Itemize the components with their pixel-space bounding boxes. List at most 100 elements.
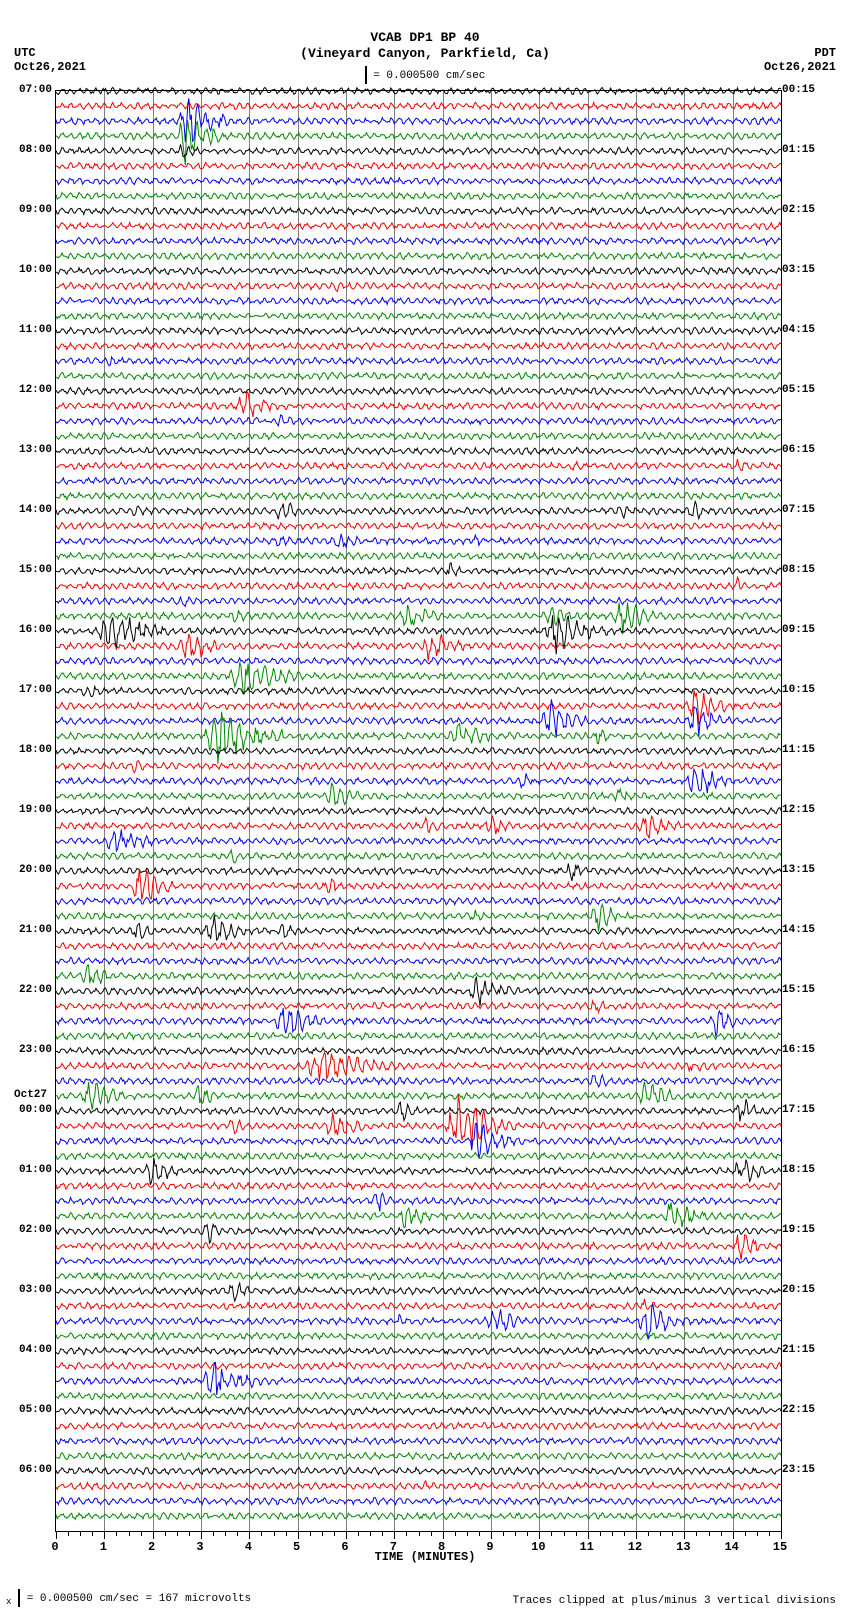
- x-tick: [733, 1531, 734, 1539]
- x-minor-tick: [757, 1531, 758, 1536]
- y-label-right: 22:15: [782, 1404, 815, 1416]
- y-label-left: 12:00: [2, 384, 52, 396]
- seismic-trace: [56, 1469, 781, 1563]
- seismic-trace: [56, 1364, 781, 1458]
- x-tick-label: 10: [531, 1540, 545, 1554]
- grid-vertical: [394, 91, 395, 1531]
- y-label-right: 15:15: [782, 984, 815, 996]
- seismic-trace: [56, 404, 781, 498]
- seismic-trace: [56, 359, 781, 453]
- y-label-left: 09:00: [2, 204, 52, 216]
- seismic-trace: [56, 674, 781, 768]
- y-label-right: 13:15: [782, 864, 815, 876]
- y-label-right: 20:15: [782, 1284, 815, 1296]
- y-label-left: 18:00: [2, 744, 52, 756]
- x-tick-label: 14: [724, 1540, 738, 1554]
- seismic-trace: [56, 104, 781, 198]
- y-label-right: 09:15: [782, 624, 815, 636]
- x-minor-tick: [334, 1531, 335, 1536]
- seismic-trace: [56, 719, 781, 813]
- y-label-left: 17:00: [2, 684, 52, 696]
- seismic-trace: [56, 419, 781, 513]
- seismic-trace: [56, 269, 781, 363]
- seismic-trace: [56, 194, 781, 288]
- seismic-trace: [56, 959, 781, 1053]
- y-label-left: 22:00: [2, 984, 52, 996]
- seismic-trace: [56, 1274, 781, 1368]
- y-label-right: 10:15: [782, 684, 815, 696]
- seismic-trace: [56, 509, 781, 603]
- seismic-trace: [56, 734, 781, 828]
- grid-vertical: [684, 91, 685, 1531]
- seismic-trace: [56, 644, 781, 738]
- seismic-trace: [56, 74, 781, 168]
- right-timezone: PDT: [814, 46, 836, 60]
- x-minor-tick: [237, 1531, 238, 1536]
- x-minor-tick: [141, 1531, 142, 1536]
- seismic-trace: [56, 629, 781, 723]
- x-minor-tick: [455, 1531, 456, 1536]
- y-label-right: 03:15: [782, 264, 815, 276]
- seismic-trace: [56, 89, 781, 183]
- seismic-trace: [56, 239, 781, 333]
- seismic-trace: [56, 1049, 781, 1143]
- y-label-right: 11:15: [782, 744, 815, 756]
- seismic-trace: [56, 1349, 781, 1443]
- seismic-trace: [56, 1289, 781, 1383]
- title-line2: (Vineyard Canyon, Parkfield, Ca): [0, 46, 850, 61]
- footer-right: Traces clipped at plus/minus 3 vertical …: [513, 1595, 836, 1607]
- seismic-trace: [56, 839, 781, 933]
- grid-vertical: [298, 91, 299, 1531]
- x-minor-tick: [92, 1531, 93, 1536]
- x-minor-tick: [612, 1531, 613, 1536]
- seismic-trace: [56, 1319, 781, 1413]
- seismic-trace: [56, 254, 781, 348]
- seismic-trace: [56, 1304, 781, 1398]
- seismic-trace: [56, 1139, 781, 1233]
- seismogram-container: VCAB DP1 BP 40 (Vineyard Canyon, Parkfie…: [0, 0, 850, 1613]
- y-label-right: 01:15: [782, 144, 815, 156]
- y-label-right: 08:15: [782, 564, 815, 576]
- title-line1: VCAB DP1 BP 40: [0, 30, 850, 45]
- grid-vertical: [733, 91, 734, 1531]
- seismic-trace: [56, 209, 781, 303]
- footer-left-text: = 0.000500 cm/sec = 167 microvolts: [27, 1593, 251, 1605]
- x-minor-tick: [672, 1531, 673, 1536]
- grid-vertical: [201, 91, 202, 1531]
- y-label-right: 02:15: [782, 204, 815, 216]
- y-label-right: 14:15: [782, 924, 815, 936]
- x-minor-tick: [527, 1531, 528, 1536]
- y-label-left: 05:00: [2, 1404, 52, 1416]
- x-minor-tick: [116, 1531, 117, 1536]
- seismic-trace: [56, 794, 781, 888]
- seismic-trace: [56, 164, 781, 258]
- seismic-trace: [56, 614, 781, 708]
- y-label-right: 12:15: [782, 804, 815, 816]
- seismic-trace: [56, 344, 781, 438]
- scale-legend: = 0.000500 cm/sec: [0, 66, 850, 84]
- x-minor-tick: [467, 1531, 468, 1536]
- y-label-left: 19:00: [2, 804, 52, 816]
- grid-vertical: [491, 91, 492, 1531]
- grid-vertical: [346, 91, 347, 1531]
- seismic-trace: [56, 1169, 781, 1263]
- plot-area: [55, 90, 782, 1532]
- x-tick: [104, 1531, 105, 1539]
- y-label-left: 01:00: [2, 1164, 52, 1176]
- y-label-left: 03:00: [2, 1284, 52, 1296]
- x-minor-tick: [382, 1531, 383, 1536]
- x-tick-label: 4: [245, 1540, 252, 1554]
- seismic-trace: [56, 1199, 781, 1293]
- seismic-trace: [56, 539, 781, 633]
- seismic-trace: [56, 989, 781, 1083]
- seismic-trace: [56, 854, 781, 948]
- grid-vertical: [443, 91, 444, 1531]
- grid-vertical: [588, 91, 589, 1531]
- x-minor-tick: [370, 1531, 371, 1536]
- seismic-trace: [56, 1394, 781, 1488]
- grid-vertical: [153, 91, 154, 1531]
- x-minor-tick: [576, 1531, 577, 1536]
- x-tick-label: 5: [293, 1540, 300, 1554]
- y-label-left: 08:00: [2, 144, 52, 156]
- x-minor-tick: [177, 1531, 178, 1536]
